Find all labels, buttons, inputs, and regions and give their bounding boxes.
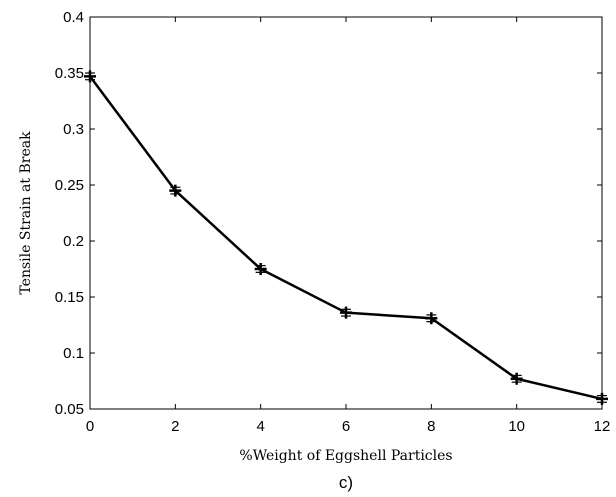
axis-ticks: [89, 16, 603, 410]
x-tick-label: 10: [508, 418, 525, 435]
y-tick-label: 0.1: [63, 345, 84, 362]
x-tick-label: 8: [427, 418, 435, 435]
plot-frame: [89, 16, 603, 410]
data-point-marker: [425, 312, 438, 325]
x-tick-label: 4: [256, 418, 264, 435]
x-tick-label: 0: [86, 418, 94, 435]
x-tick-label: 2: [171, 418, 179, 435]
y-axis-label: Tensile Strain at Break: [18, 131, 34, 295]
y-tick-label: 0.35: [55, 65, 84, 82]
y-tick-label: 0.25: [55, 177, 84, 194]
panel-label: c): [339, 473, 353, 492]
y-tick-label: 0.2: [63, 233, 84, 250]
x-tick-label: 6: [342, 418, 350, 435]
series-group: [84, 70, 608, 405]
y-tick-label: 0.4: [63, 9, 84, 26]
data-point-marker: [84, 70, 96, 83]
y-tick-labels: 0.05 0.1 0.15 0.2 0.25 0.3 0.35 0.4: [55, 9, 84, 418]
y-tick-label: 0.15: [55, 289, 84, 306]
data-point-marker: [340, 306, 352, 319]
x-axis-label: %Weight of Eggshell Particles: [239, 448, 452, 464]
x-tick-label: 12: [594, 418, 611, 435]
data-point-marker: [254, 263, 267, 275]
data-point-marker: [169, 184, 182, 197]
y-tick-label: 0.3: [63, 121, 84, 138]
y-tick-label: 0.05: [55, 401, 84, 418]
x-tick-labels: 0 2 4 6 8 10 12: [86, 418, 611, 435]
series-line: [88, 75, 603, 401]
data-point-marker: [596, 392, 608, 405]
data-point-marker: [510, 372, 523, 385]
